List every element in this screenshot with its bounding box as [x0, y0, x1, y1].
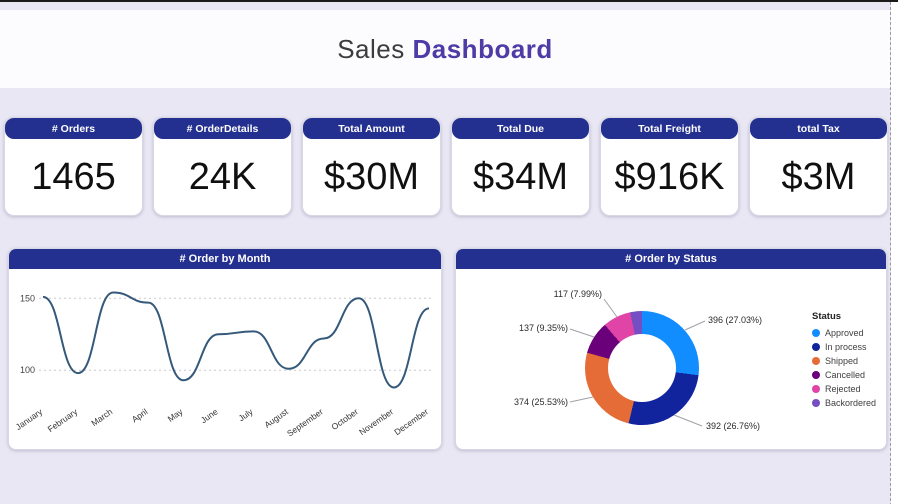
legend-title: Status	[812, 311, 842, 322]
legend-item-shipped[interactable]: Shipped	[812, 356, 876, 366]
order-by-month-panel[interactable]: # Order by Month 100 150 January February Ma…	[8, 248, 442, 450]
donut-callout-rejected: 117 (7.99%)	[553, 289, 602, 299]
kpi-card-orderdetails[interactable]: # OrderDetails 24K	[153, 117, 292, 216]
legend-dot	[812, 385, 820, 393]
order-by-month-line[interactable]	[42, 291, 430, 389]
legend-label: Backordered	[825, 398, 877, 408]
y-axis-tick-label: 150	[20, 293, 35, 303]
x-axis-month-label: September	[285, 406, 325, 438]
legend-item-approved[interactable]: Approved	[812, 328, 876, 338]
kpi-header-total-amount: Total Amount	[303, 118, 440, 139]
kpi-card-orders[interactable]: # Orders 1465	[4, 117, 143, 216]
x-axis-month-label: May	[166, 406, 186, 424]
x-axis-month-label: July	[237, 406, 256, 423]
kpi-value-orders: 1465	[31, 155, 116, 198]
x-axis-month-label: March	[89, 406, 114, 428]
kpi-header-orders: # Orders	[5, 118, 142, 139]
kpi-value-total-freight: $916K	[614, 155, 725, 198]
donut-callout-approved: 396 (27.03%)	[708, 315, 763, 325]
donut-callout-lines	[569, 298, 706, 427]
page-title: Sales Dashboard	[337, 34, 553, 65]
line-chart-area[interactable]: 100 150 January February March April May June Ju…	[9, 269, 442, 449]
order-by-status-panel[interactable]: # Order by Status 396 (27.03%) 392 (26.7…	[455, 248, 887, 450]
order-by-month-title: # Order by Month	[9, 249, 441, 269]
legend-item-rejected[interactable]: Rejected	[812, 384, 876, 394]
legend-label: Shipped	[825, 356, 859, 366]
x-axis-month-label: December	[392, 406, 430, 437]
order-by-status-donut-chart[interactable]	[585, 311, 699, 425]
donut-callout-inprocess: 392 (26.76%)	[706, 421, 761, 431]
x-axis-month-label: June	[199, 406, 220, 425]
legend-item-backordered[interactable]: Backordered	[812, 398, 876, 408]
charts-row: # Order by Month 100 150 January February Ma…	[8, 248, 887, 450]
kpi-value-total-tax: $3M	[781, 155, 856, 198]
legend-label: Rejected	[825, 384, 861, 394]
legend-dot	[812, 357, 820, 365]
kpi-header-total-tax: total Tax	[750, 118, 887, 139]
donut-callout-cancelled: 137 (9.35%)	[518, 323, 568, 333]
legend-items: Approved In process Shipped Cancelled Reject…	[812, 328, 876, 408]
x-axis-month-label: November	[357, 406, 395, 437]
x-axis-month-label: January	[14, 406, 45, 432]
legend-label: In process	[825, 342, 867, 352]
y-axis-tick-label: 100	[20, 365, 35, 375]
x-axis-month-label: April	[130, 406, 150, 424]
legend-dot	[812, 329, 820, 337]
legend-item-cancelled[interactable]: Cancelled	[812, 370, 876, 380]
order-by-status-title: # Order by Status	[456, 249, 886, 269]
legend-dot	[812, 343, 820, 351]
title-band: Sales Dashboard	[0, 10, 890, 88]
x-axis-month-label: August	[262, 406, 290, 430]
title-emphasis: Dashboard	[412, 33, 553, 64]
kpi-header-total-freight: Total Freight	[601, 118, 738, 139]
kpi-value-total-due: $34M	[472, 155, 569, 198]
kpi-header-orderdetails: # OrderDetails	[154, 118, 291, 139]
kpi-card-total-amount[interactable]: Total Amount $30M	[302, 117, 441, 216]
x-axis-month-label: October	[329, 406, 360, 432]
kpi-value-total-amount: $30M	[323, 155, 420, 198]
x-axis-month-label: February	[46, 406, 80, 434]
legend-item-in-process[interactable]: In process	[812, 342, 876, 352]
donut-legend: Status Approved In process Shipped Cancelle…	[812, 311, 876, 412]
legend-label: Cancelled	[825, 370, 866, 380]
kpi-row: # Orders 1465 # OrderDetails 24K Total A…	[4, 117, 888, 216]
legend-dot	[812, 399, 820, 407]
title-prefix: Sales	[337, 33, 405, 64]
legend-label: Approved	[825, 328, 864, 338]
order-by-month-line-chart[interactable]: 100 150 January February March April May June Ju…	[9, 269, 442, 449]
kpi-card-total-freight[interactable]: Total Freight $916K	[600, 117, 739, 216]
kpi-header-total-due: Total Due	[452, 118, 589, 139]
legend-dot	[812, 371, 820, 379]
donut-callout-shipped: 374 (25.53%)	[513, 397, 568, 407]
kpi-card-total-tax[interactable]: total Tax $3M	[749, 117, 888, 216]
donut-chart-area: 396 (27.03%) 392 (26.76%) 374 (25.53%) 1…	[456, 269, 886, 449]
kpi-card-total-due[interactable]: Total Due $34M	[451, 117, 590, 216]
kpi-value-orderdetails: 24K	[188, 155, 257, 198]
